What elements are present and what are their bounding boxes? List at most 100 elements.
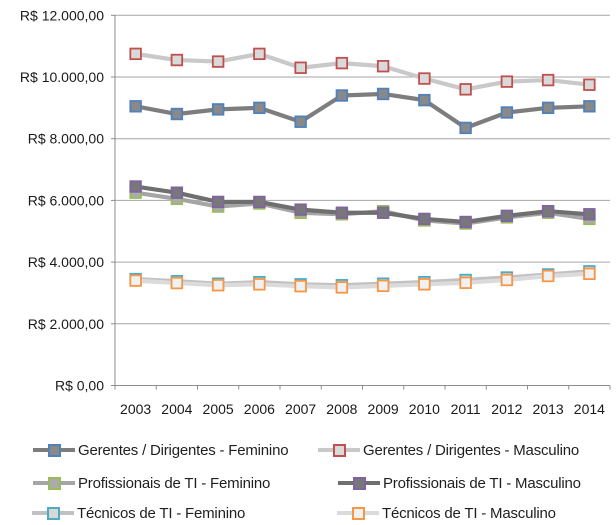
data-point-marker [294,279,307,293]
legend-square-marker [352,507,365,520]
legend-marker-icon [337,504,379,522]
y-axis-labels: R$ 12.000,00 R$ 10.000,00 R$ 8.000,00 R$ 6.… [20,7,104,393]
x-tick-label: 2009 [368,401,399,417]
legend-label: Técnicos de TI - Masculino [382,504,556,522]
data-point-marker [376,87,390,101]
x-tick-label: 2008 [326,401,357,417]
x-tick-label: 2004 [161,401,192,417]
data-point-marker [418,212,431,226]
data-point-marker [500,106,514,119]
legend-line-sample [32,511,74,515]
data-point-marker [459,276,472,289]
data-point-marker [541,73,555,87]
data-point-marker [170,186,184,199]
data-point-marker [376,279,390,293]
data-point-marker [294,61,307,74]
data-point-marker [500,273,514,287]
y-tick-label: R$ 10.000,00 [20,69,104,85]
data-point-marker [500,209,514,223]
legend-marker-icon [338,474,380,492]
data-point-marker [129,180,142,193]
data-point-marker [253,47,266,61]
data-point-marker [294,203,307,216]
x-tick-label: 2003 [120,401,151,417]
legend-square-marker [47,507,60,520]
data-point-marker [253,195,266,209]
legend-marker-icon [318,441,360,459]
y-tick-label: R$ 6.000,00 [28,192,104,208]
series-line [133,51,592,92]
data-point-marker [541,101,555,115]
series-2 [129,47,596,96]
y-tick-label: R$ 0,00 [55,378,104,394]
legend-item: Técnicos de TI - Masculino [337,504,556,522]
data-point-marker [500,75,514,88]
data-point-marker [583,267,596,281]
data-point-marker [583,78,596,91]
legend-marker-icon [33,474,75,492]
legend-item: Profissionais de TI - Masculino [338,474,581,492]
legend-label: Gerentes / Dirigentes - Masculino [363,441,579,459]
data-point-marker [335,206,349,219]
data-point-marker [541,204,555,218]
series-line [133,91,592,131]
series-line [133,184,592,225]
x-tick-label: 2005 [203,401,234,417]
x-axis-labels: 2003 2004 2005 2006 2007 2008 2009 2010 2011 2012… [120,401,605,417]
legend-square-marker [48,477,61,490]
data-point-marker [253,101,266,115]
y-tick-label: R$ 8.000,00 [28,131,104,147]
data-point-marker [170,53,184,67]
data-point-marker [459,83,472,96]
legend-line-sample [33,448,75,452]
legend-square-marker [353,477,366,490]
data-point-marker [129,47,142,61]
x-tick-label: 2010 [409,401,440,417]
series-6 [129,267,596,294]
x-tick-label: 2011 [451,401,481,417]
legend-label: Técnicos de TI - Feminino [77,504,246,522]
y-gridlines [115,14,610,325]
legend-label: Profissionais de TI - Feminino [78,474,271,492]
data-point-marker [211,103,225,116]
legend-line-sample [338,481,380,485]
legend-square-marker [333,444,346,457]
x-tick-label: 2007 [285,401,316,417]
legend-item: Gerentes / Dirigentes - Feminino [33,441,289,459]
data-point-marker [459,215,472,229]
legend-label: Profissionais de TI - Masculino [383,474,581,492]
data-point-marker [376,206,390,219]
data-point-marker [459,121,472,135]
x-tick-label: 2014 [574,401,605,417]
y-tick-label: R$ 12.000,00 [20,7,104,23]
data-point-marker [253,278,266,291]
legend-item: Profissionais de TI - Feminino [33,474,270,492]
data-point-marker [583,208,596,221]
data-point-marker [335,89,349,102]
data-point-marker [170,276,184,290]
data-point-marker [335,56,349,70]
data-point-marker [541,269,555,283]
legend-line-sample [33,481,75,485]
data-point-marker [418,72,431,85]
y-tick-label: R$ 4.000,00 [28,254,104,270]
series-1 [129,87,596,135]
data-point-marker [418,278,431,291]
series-line [133,271,592,290]
legend-item: Gerentes / Dirigentes - Masculino [318,441,579,459]
legend-item: Técnicos de TI - Feminino [32,504,245,522]
data-point-marker [583,100,596,113]
data-point-marker [170,107,184,121]
legend-square-marker [48,444,61,457]
y-axis-ticks [111,14,115,386]
data-point-marker [376,60,390,73]
x-tick-label: 2006 [244,401,275,417]
data-point-marker [418,93,431,107]
legend-marker-icon [32,504,74,522]
y-tick-label: R$ 2.000,00 [28,316,104,332]
series-4 [129,180,596,229]
data-point-marker [335,281,349,294]
x-axis-ticks [114,385,611,390]
data-point-marker [211,55,225,68]
